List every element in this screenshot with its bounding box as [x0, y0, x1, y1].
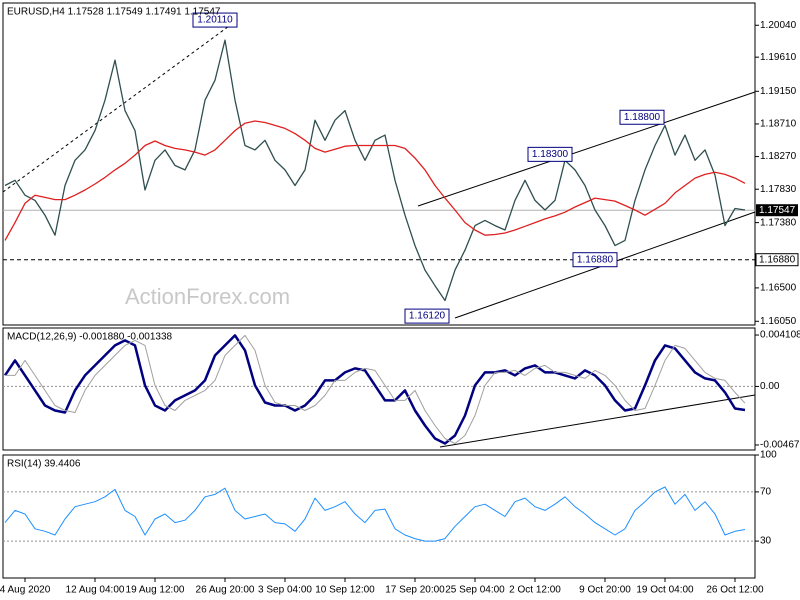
x-tick-label: 10 Sep 12:00: [315, 585, 375, 596]
annotation-box: [527, 146, 573, 162]
annotation-box: [192, 12, 238, 28]
y-tick-label: -0.004678: [760, 440, 800, 451]
series-line: [3, 334, 746, 445]
annotation-box: [619, 109, 665, 125]
series-line: [4, 120, 746, 241]
y-tick-label: 1.19150: [760, 86, 797, 97]
panel-frame: [2, 327, 756, 451]
panel-title: RSI(14) 39.4406: [7, 459, 81, 470]
y-tick-label: 70: [760, 487, 772, 498]
y-tick-label: 100: [760, 450, 777, 461]
x-tick-label: 12 Aug 04:00: [66, 585, 125, 596]
series-line: [5, 334, 746, 444]
x-tick-label: 17 Sep 20:00: [385, 585, 445, 596]
support-label-box: [755, 253, 799, 267]
support-label: 1.16880: [759, 254, 796, 265]
x-tick-label: 19 Oct 04:00: [636, 585, 694, 596]
x-tick-label: 26 Aug 20:00: [196, 585, 255, 596]
series-line: [4, 39, 746, 302]
y-tick-label: 1.20040: [760, 20, 797, 31]
annotation-box: [404, 308, 450, 324]
x-tick-label: 2 Oct 12:00: [509, 585, 561, 596]
price-label: 1.17547: [759, 205, 796, 216]
y-tick-label: 1.18270: [760, 151, 797, 162]
series-line: [4, 486, 746, 542]
y-tick-label: 1.16500: [760, 283, 797, 294]
x-tick-label: 3 Sep 04:00: [258, 585, 312, 596]
annotation-label: 1.16880: [577, 254, 614, 265]
macd-trend-line: [439, 394, 756, 448]
x-tick-label: 4 Aug 2020: [0, 585, 51, 596]
y-tick-label: 1.17380: [760, 217, 797, 228]
x-tick-label: 9 Oct 20:00: [579, 585, 631, 596]
price-label-box: [756, 204, 798, 217]
channel-line: [417, 91, 756, 207]
x-tick-label: 26 Oct 12:00: [706, 585, 764, 596]
y-tick-label: 0.00: [760, 381, 780, 392]
y-tick-label: 0.004108: [760, 330, 800, 341]
y-tick-label: 1.19610: [760, 52, 797, 63]
panel-title: EURUSD,H4 1.17528 1.17549 1.17491 1.1754…: [7, 7, 221, 18]
annotation-label: 1.16120: [409, 311, 446, 322]
y-tick-label: 1.18710: [760, 119, 797, 130]
x-tick-label: 25 Sep 04:00: [445, 585, 505, 596]
y-tick-label: 1.17830: [760, 184, 797, 195]
panel-title: MACD(12,26,9) -0.001880 -0.001338: [7, 332, 173, 343]
y-tick-label: 30: [760, 536, 772, 547]
y-tick-label: 1.16050: [760, 316, 797, 327]
panel-frame: [2, 2, 756, 326]
annotation-label: 1.18300: [532, 149, 569, 160]
trend-line: [2, 17, 241, 193]
panel-frame: [2, 454, 756, 579]
annotation-label: 1.20110: [197, 15, 233, 26]
annotation-label: 1.18800: [624, 112, 661, 123]
x-tick-label: 19 Aug 12:00: [126, 585, 185, 596]
annotation-box: [572, 252, 618, 268]
watermark: ActionForex.com: [125, 284, 290, 309]
